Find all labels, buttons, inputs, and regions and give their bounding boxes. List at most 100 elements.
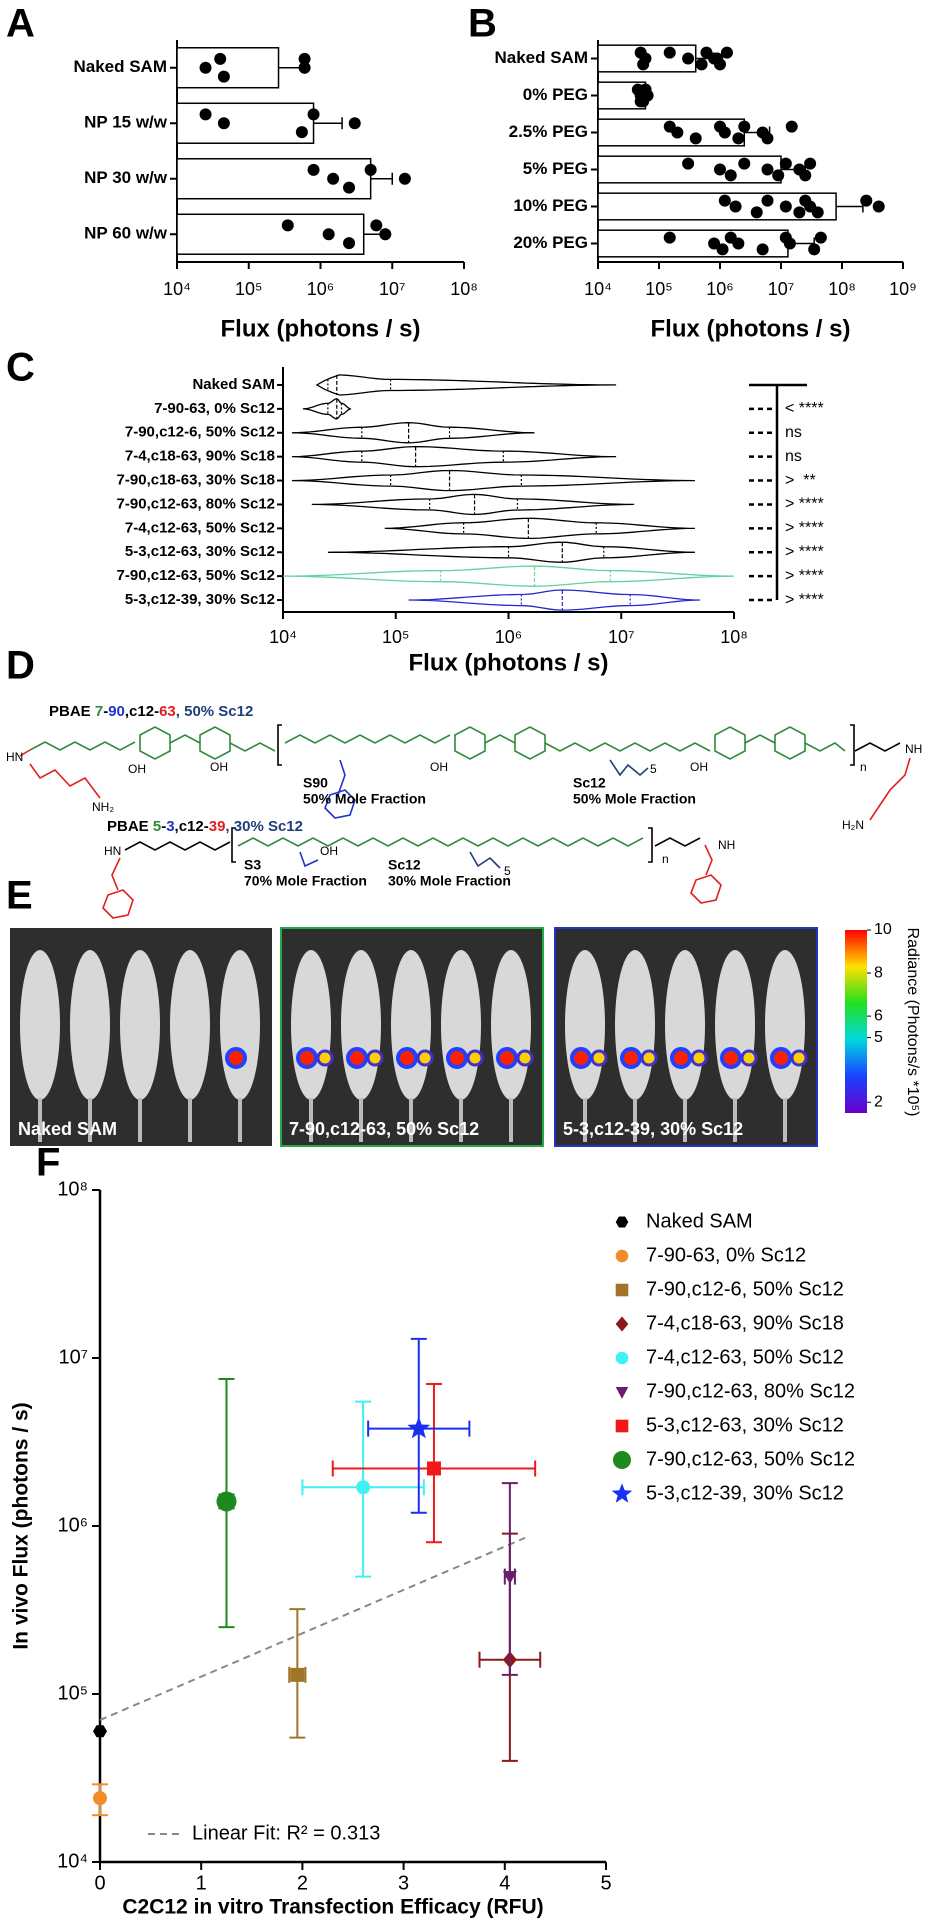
data-point	[761, 194, 774, 207]
x-tick-label: 10⁴	[163, 279, 191, 299]
data-point	[711, 52, 724, 65]
signal	[640, 1049, 658, 1067]
x-tick-label: 10⁷	[768, 279, 795, 299]
legend-label: 7-4,c12-63, 50% Sc12	[646, 1346, 844, 1368]
structure-label: OH	[320, 844, 338, 858]
structure-label: H₂N	[842, 818, 864, 832]
category-label: 20% PEG	[513, 233, 588, 252]
data-point	[307, 108, 320, 121]
structure-label: NH₂	[92, 800, 114, 814]
data-point	[720, 46, 733, 59]
fit-line	[99, 1536, 526, 1721]
signal	[790, 1049, 808, 1067]
data-point	[663, 46, 676, 59]
violin	[408, 589, 701, 611]
data-point	[761, 163, 774, 176]
data-point	[199, 108, 212, 121]
data-point	[637, 58, 650, 71]
marker	[615, 1419, 629, 1433]
legend-label: Linear Fit: R² = 0.313	[192, 1822, 380, 1844]
legend-label: 7-90-63, 0% Sc12	[646, 1244, 806, 1266]
data-point	[671, 126, 684, 139]
x-tick-label: 3	[398, 1872, 409, 1894]
data-point	[307, 163, 320, 176]
colorbar-tick-label: 5	[874, 1029, 883, 1046]
colorbar-tick-label: 10	[874, 921, 892, 938]
significance-label: > ****	[785, 496, 824, 513]
x-tick-label: 10⁵	[235, 279, 262, 299]
x-tick-label: 1	[196, 1872, 207, 1894]
significance-label: > ****	[785, 543, 824, 560]
data-point	[199, 61, 212, 74]
violin	[291, 445, 617, 468]
title-part: ,c12-	[125, 703, 159, 720]
signal	[466, 1049, 484, 1067]
signal	[316, 1049, 334, 1067]
data-point	[217, 117, 230, 130]
marker	[93, 1791, 107, 1806]
significance-label: > ****	[785, 567, 824, 584]
data-point	[750, 206, 763, 219]
x-tick-label: 5	[600, 1872, 611, 1894]
signal	[296, 1047, 318, 1069]
legend-label: 7-90,c12-6, 50% Sc12	[646, 1278, 844, 1300]
data-point	[327, 172, 340, 185]
marker	[615, 1249, 629, 1263]
data-point	[370, 219, 383, 232]
significance-label: ns	[785, 448, 802, 465]
mouse	[715, 950, 755, 1100]
structure-label: OH	[210, 760, 228, 774]
structure-title: PBAE 7-90,c12-63, 50% Sc12	[49, 703, 253, 720]
title-part: 3	[166, 818, 174, 835]
panel-letter: F	[36, 1141, 60, 1185]
structure-label: NH	[718, 838, 735, 852]
data-point	[756, 243, 769, 256]
title-part: , 50% Sc12	[176, 703, 254, 720]
signal	[516, 1049, 534, 1067]
category-label: 0% PEG	[523, 85, 588, 104]
marker	[613, 1451, 631, 1469]
signal	[225, 1047, 247, 1069]
structure-label: 5	[650, 762, 657, 776]
y-tick-label: 10⁸	[57, 1178, 88, 1200]
signal	[590, 1049, 608, 1067]
data-point	[860, 194, 873, 207]
x-tick-label: 10⁶	[706, 279, 733, 299]
marker	[615, 1316, 629, 1332]
x-tick-label: 4	[499, 1872, 510, 1894]
structure-label: NH	[905, 742, 922, 756]
x-axis-title: Flux (photons / s)	[651, 315, 851, 342]
structure-label: S90	[303, 775, 328, 791]
violin	[311, 493, 635, 516]
data-point	[689, 132, 702, 145]
category-label: NP 15 w/w	[84, 113, 168, 132]
x-tick-label: 10⁶	[495, 627, 522, 647]
structure-label: OH	[430, 760, 448, 774]
data-point	[804, 157, 817, 170]
data-point	[738, 157, 751, 170]
x-tick-label: 10⁸	[828, 279, 856, 299]
mouse	[341, 950, 381, 1100]
error-bar	[836, 200, 864, 213]
data-point	[793, 206, 806, 219]
title-part: 39	[209, 818, 226, 835]
category-label: 5-3,c12-39, 30% Sc12	[125, 591, 275, 608]
y-tick-label: 10⁷	[59, 1346, 88, 1368]
signal	[446, 1047, 468, 1069]
data-point	[214, 52, 227, 65]
category-label: 5% PEG	[523, 159, 588, 178]
data-point	[379, 228, 392, 241]
category-label: 7-90-63, 0% Sc12	[154, 400, 275, 417]
significance-label: > ****	[785, 520, 824, 537]
marker	[407, 1416, 431, 1439]
x-tick-label: 10⁶	[307, 279, 334, 299]
data-point	[732, 132, 745, 145]
colorbar-tick-label: 8	[874, 964, 883, 981]
category-label: 7-90,c12-63, 80% Sc12	[117, 495, 275, 512]
data-point	[808, 243, 821, 256]
significance-label: < ****	[785, 400, 824, 417]
marker	[615, 1216, 629, 1228]
category-label: NP 60 w/w	[84, 224, 168, 243]
signal	[740, 1049, 758, 1067]
title-part: ,c12-	[175, 818, 209, 835]
